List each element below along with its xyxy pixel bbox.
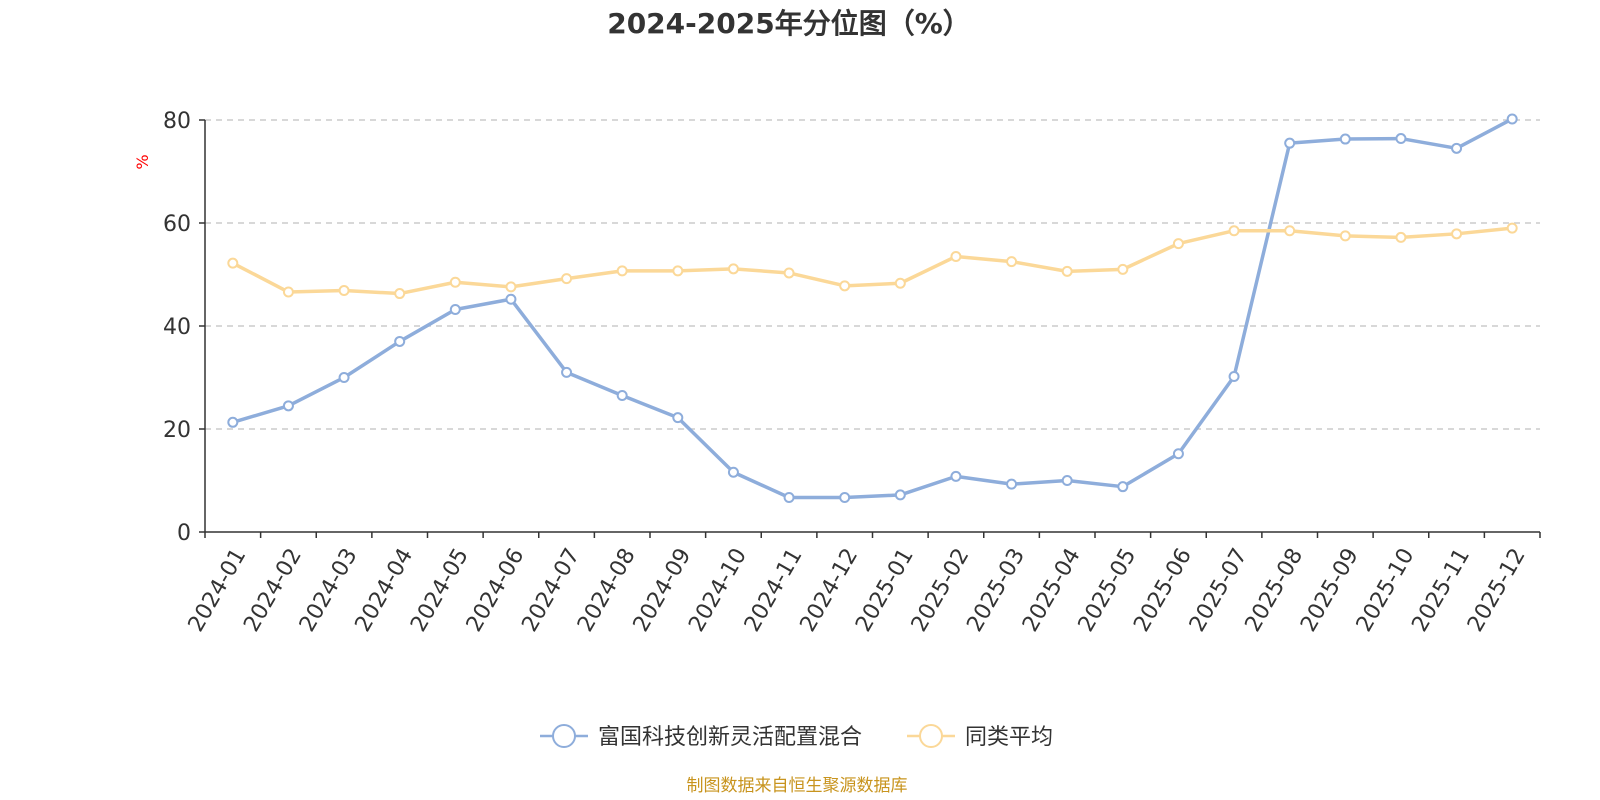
data-point <box>505 281 517 293</box>
data-point <box>561 366 573 378</box>
data-point <box>1339 230 1351 242</box>
data-point <box>672 265 684 277</box>
y-tick-label: 60 <box>163 212 191 237</box>
legend-marker <box>919 724 943 748</box>
data-point <box>561 273 573 285</box>
axes: 0204060802024-012024-022024-032024-04202… <box>163 109 1541 636</box>
data-point <box>894 489 906 501</box>
data-point <box>1284 225 1296 237</box>
chart-title: 2024-2025年分位图（%） <box>607 7 971 40</box>
y-axis-unit-label: % <box>133 154 152 169</box>
series-1 <box>227 113 1518 503</box>
series-2 <box>227 222 1518 300</box>
legend-label: 同类平均 <box>965 725 1053 750</box>
data-point <box>950 250 962 262</box>
source-note: 制图数据来自恒生聚源数据库 <box>687 776 908 796</box>
y-tick-label: 40 <box>163 315 191 340</box>
series-line <box>232 117 1514 500</box>
data-point <box>1395 133 1407 145</box>
data-point <box>894 277 906 289</box>
legend-label: 富国科技创新灵活配置混合 <box>598 725 862 750</box>
data-point <box>449 276 461 288</box>
data-point <box>1228 370 1240 382</box>
data-point <box>1006 256 1018 268</box>
data-point <box>783 491 795 503</box>
y-tick-label: 0 <box>177 521 191 546</box>
data-point <box>449 304 461 316</box>
data-point <box>1061 475 1073 486</box>
data-point <box>1506 113 1518 125</box>
data-point <box>616 265 628 277</box>
data-point <box>505 293 517 305</box>
legend-item-1[interactable]: 富国科技创新灵活配置混合 <box>540 724 862 750</box>
data-point <box>950 470 962 482</box>
data-point <box>1006 478 1018 490</box>
data-point <box>616 390 628 402</box>
gridlines <box>205 119 1540 430</box>
data-point <box>1228 225 1240 237</box>
data-point <box>839 280 851 292</box>
data-point <box>1172 448 1184 460</box>
series-group <box>227 113 1518 503</box>
data-point <box>1395 231 1407 243</box>
legend-marker <box>552 724 576 748</box>
data-point <box>1172 238 1184 250</box>
data-point <box>282 400 294 412</box>
data-point <box>1117 481 1129 493</box>
data-point <box>783 267 795 279</box>
data-point <box>839 491 851 503</box>
data-point <box>672 412 684 424</box>
y-tick-label: 80 <box>163 109 191 134</box>
data-point <box>1117 263 1129 275</box>
data-point <box>727 263 739 275</box>
data-point <box>394 335 406 347</box>
legend-item-2[interactable]: 同类平均 <box>907 724 1053 750</box>
data-point <box>1339 133 1351 145</box>
data-point <box>227 257 239 269</box>
data-point <box>727 466 739 478</box>
legend[interactable]: 富国科技创新灵活配置混合 同类平均 <box>540 724 1053 750</box>
data-point <box>338 372 350 383</box>
data-point <box>282 286 294 298</box>
data-point <box>1451 228 1463 240</box>
series-line <box>232 226 1513 296</box>
data-point <box>1284 137 1296 149</box>
y-tick-label: 20 <box>163 418 191 443</box>
data-point <box>227 416 239 428</box>
data-point <box>338 284 350 296</box>
data-point <box>394 288 406 300</box>
data-point <box>1061 265 1073 277</box>
data-point <box>1451 142 1463 154</box>
data-point <box>1506 222 1518 234</box>
